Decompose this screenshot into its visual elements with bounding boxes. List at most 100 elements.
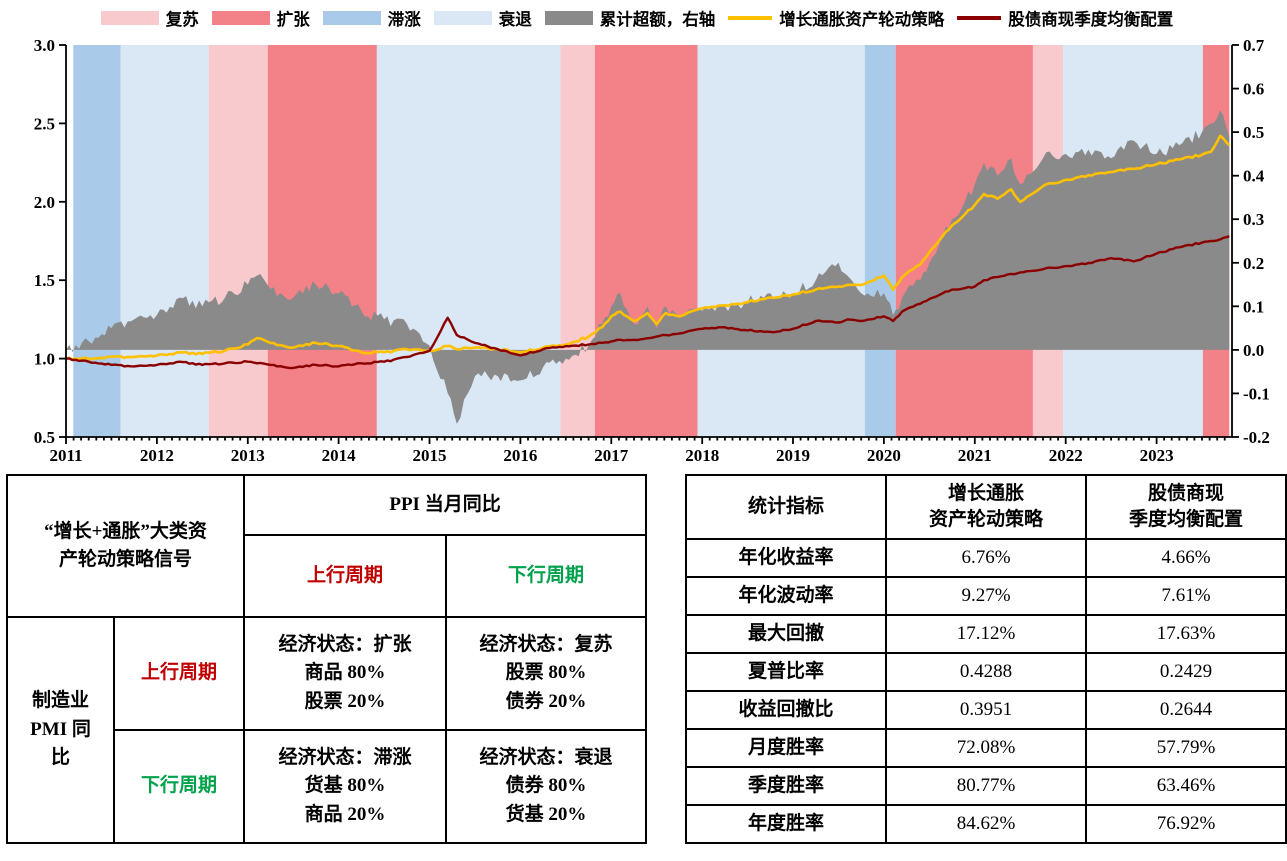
pmi-up-row: 制造业 PMI 同 比 上行周期 经济状态：扩张 商品 80% 股票 20% 经… — [6, 616, 648, 844]
svg-text:2016: 2016 — [503, 446, 537, 465]
legend-label: 增长通胀资产轮动策略 — [779, 10, 945, 29]
legend-label: 股债商现季度均衡配置 — [1008, 10, 1174, 29]
stat-value-cell: 0.3951 — [885, 690, 1088, 730]
stat-row: 月度胜率 72.08% 57.79% — [685, 728, 1287, 768]
legend-item: 复苏 — [100, 6, 199, 30]
stat-value-cell: 17.63% — [1085, 614, 1287, 654]
svg-text:0.1: 0.1 — [1243, 297, 1264, 316]
stat-value-cell: 57.79% — [1085, 728, 1287, 768]
benchmark-column-header-cell: 股债商现 季度均衡配置 — [1085, 474, 1287, 540]
svg-text:2013: 2013 — [231, 446, 265, 465]
legend-label: 复苏 — [165, 10, 199, 29]
svg-text:2021: 2021 — [958, 446, 992, 465]
stat-label-cell: 最大回撤 — [685, 614, 888, 654]
svg-text:0.5: 0.5 — [1243, 123, 1264, 142]
svg-text:2.0: 2.0 — [34, 193, 55, 212]
stat-value-cell: 76.92% — [1085, 804, 1287, 844]
svg-text:-0.1: -0.1 — [1243, 384, 1270, 403]
svg-text:3.0: 3.0 — [34, 36, 55, 55]
stat-value-cell: 0.2644 — [1085, 690, 1287, 730]
recession-state-cell: 经济状态：衰退 债券 80% 货基 20% — [445, 729, 648, 844]
svg-text:0.3: 0.3 — [1243, 210, 1264, 229]
stat-value-cell: 0.4288 — [885, 652, 1088, 692]
stat-row: 夏普比率 0.4288 0.2429 — [685, 652, 1287, 692]
tables-row: “增长+通胀”大类资 产轮动策略信号 PPI 当月同比 上行周期 下行周期 制造… — [0, 474, 1287, 844]
regime-performance-chart: 3.0 2.5 2.0 1.5 1.0 0.5 0.7 0.6 0.5 0.4 0.3 0.2 0.1 0… — [34, 36, 1270, 465]
stat-label-cell: 夏普比率 — [685, 652, 888, 692]
pmi-down-label-cell: 下行周期 — [112, 729, 246, 844]
legend-label: 滞涨 — [387, 10, 421, 29]
svg-text:2018: 2018 — [685, 446, 719, 465]
legend-item: 扩张 — [211, 6, 310, 30]
svg-text:2022: 2022 — [1049, 446, 1083, 465]
stat-row: 收益回撤比 0.3951 0.2644 — [685, 690, 1287, 730]
stat-label-cell: 年化收益率 — [685, 538, 888, 578]
legend-area-swatch — [544, 11, 593, 25]
svg-text:2011: 2011 — [49, 446, 82, 465]
svg-text:0.0: 0.0 — [1243, 341, 1264, 360]
stagflation-state-cell: 经济状态：滞涨 货基 80% 商品 20% — [243, 729, 448, 844]
strategy-signal-table: “增长+通胀”大类资 产轮动策略信号 PPI 当月同比 上行周期 下行周期 制造… — [5, 474, 648, 844]
svg-text:1.0: 1.0 — [34, 350, 55, 369]
ppi-up-cycle-header: 上行周期 — [243, 534, 448, 618]
svg-text:0.2: 0.2 — [1243, 254, 1264, 273]
stat-value-cell: 17.12% — [885, 614, 1088, 654]
stat-row: 年化收益率 6.76% 4.66% — [685, 538, 1287, 578]
stat-value-cell: 63.46% — [1085, 766, 1287, 806]
stat-value-cell: 72.08% — [885, 728, 1088, 768]
stat-value-cell: 84.62% — [885, 804, 1088, 844]
statistics-table: 统计指标 增长通胀 资产轮动策略 股债商现 季度均衡配置 年化收益率 6.76%… — [685, 474, 1287, 844]
svg-text:0.4: 0.4 — [1243, 167, 1265, 186]
svg-text:2019: 2019 — [776, 446, 810, 465]
legend-item: 股债商现季度均衡配置 — [957, 6, 1173, 30]
expansion-state-cell: 经济状态：扩张 商品 80% 股票 20% — [243, 616, 448, 731]
svg-text:2015: 2015 — [413, 446, 447, 465]
pmi-down-row: 下行周期 经济状态：滞涨 货基 80% 商品 20% 经济状态：衰退 债券 80… — [7, 729, 648, 844]
stat-row: 季度胜率 80.77% 63.46% — [685, 766, 1287, 806]
legend-line-swatch — [728, 16, 773, 20]
recovery-state-cell: 经济状态：复苏 股票 80% 债券 20% — [445, 616, 648, 731]
svg-text:-0.2: -0.2 — [1243, 428, 1270, 447]
legend-line-swatch — [957, 16, 1002, 20]
legend-item: 增长通胀资产轮动策略 — [728, 6, 944, 30]
ppi-header-cell: PPI 当月同比 — [243, 474, 648, 536]
stat-label-cell: 年化波动率 — [685, 576, 888, 616]
stat-value-cell: 4.66% — [1085, 538, 1287, 578]
svg-text:2012: 2012 — [140, 446, 174, 465]
legend-item: 衰退 — [433, 6, 532, 30]
ppi-down-cycle-header: 下行周期 — [445, 534, 648, 618]
svg-text:0.5: 0.5 — [34, 428, 55, 447]
stat-value-cell: 80.77% — [885, 766, 1088, 806]
stat-value-cell: 9.27% — [885, 576, 1088, 616]
chart-block: 复苏 扩张 滞涨 衰退 累计超额，右轴 增长通胀资产轮动策略 股债商现季度均衡配置 3.0 2… — [0, 0, 1287, 465]
legend-label: 衰退 — [498, 10, 532, 29]
corner-header-cell: “增长+通胀”大类资 产轮动策略信号 — [5, 474, 246, 618]
header-row-2: 上行周期 下行周期 — [7, 534, 648, 618]
stat-row: 年度胜率 84.62% 76.92% — [685, 804, 1287, 844]
pmi-up-label-cell: 上行周期 — [112, 616, 246, 731]
legend-band-swatch — [322, 11, 381, 25]
stat-row: 最大回撤 17.12% 17.63% — [685, 614, 1287, 654]
stat-label-cell: 季度胜率 — [685, 766, 888, 806]
svg-text:2.5: 2.5 — [34, 114, 55, 133]
stat-value-cell: 7.61% — [1085, 576, 1287, 616]
stat-value-cell: 6.76% — [885, 538, 1088, 578]
svg-text:0.6: 0.6 — [1243, 80, 1264, 99]
stat-label-cell: 收益回撤比 — [685, 690, 888, 730]
legend-band-swatch — [100, 11, 159, 25]
svg-text:2014: 2014 — [322, 446, 357, 465]
svg-text:2023: 2023 — [1140, 446, 1174, 465]
chart-legend: 复苏 扩张 滞涨 衰退 累计超额，右轴 增长通胀资产轮动策略 股债商现季度均衡配置 — [0, 0, 1287, 29]
legend-band-swatch — [211, 11, 270, 25]
svg-text:0.7: 0.7 — [1243, 36, 1265, 55]
stats-header-row: 统计指标 增长通胀 资产轮动策略 股债商现 季度均衡配置 — [685, 474, 1287, 540]
header-row-1: “增长+通胀”大类资 产轮动策略信号 PPI 当月同比 — [5, 474, 648, 618]
legend-band-swatch — [433, 11, 492, 25]
svg-text:1.5: 1.5 — [34, 271, 55, 290]
stat-value-cell: 0.2429 — [1085, 652, 1287, 692]
stat-label-cell: 年度胜率 — [685, 804, 888, 844]
stat-label-cell: 月度胜率 — [685, 728, 888, 768]
legend-label: 扩张 — [276, 10, 310, 29]
stats-metric-header-cell: 统计指标 — [685, 474, 888, 540]
svg-text:2020: 2020 — [867, 446, 901, 465]
